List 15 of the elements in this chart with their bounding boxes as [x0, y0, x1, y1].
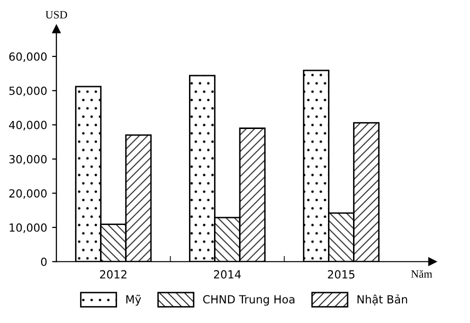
legend-label: CHND Trung Hoa: [203, 295, 294, 306]
legend-label: Nhật Bản: [358, 294, 408, 306]
x-tick-label: 2012: [100, 270, 126, 279]
y-tick-label: 20,000: [9, 189, 47, 199]
x-tick-label: 2014: [214, 270, 241, 279]
y-tick-label: 0: [41, 258, 47, 266]
y-tick-label: 10,000: [10, 223, 47, 233]
y-tick-label: 60,000: [9, 52, 47, 62]
y-axis-title: USD: [46, 11, 68, 18]
y-tick-label: 40,000: [9, 120, 47, 130]
y-tick-label: 30,000: [9, 155, 47, 165]
y-tick-label: 50,000: [9, 86, 47, 96]
legend-label: Mỹ: [126, 294, 142, 306]
x-axis-title: Năm: [411, 270, 432, 278]
x-tick-label: 2015: [328, 270, 354, 279]
